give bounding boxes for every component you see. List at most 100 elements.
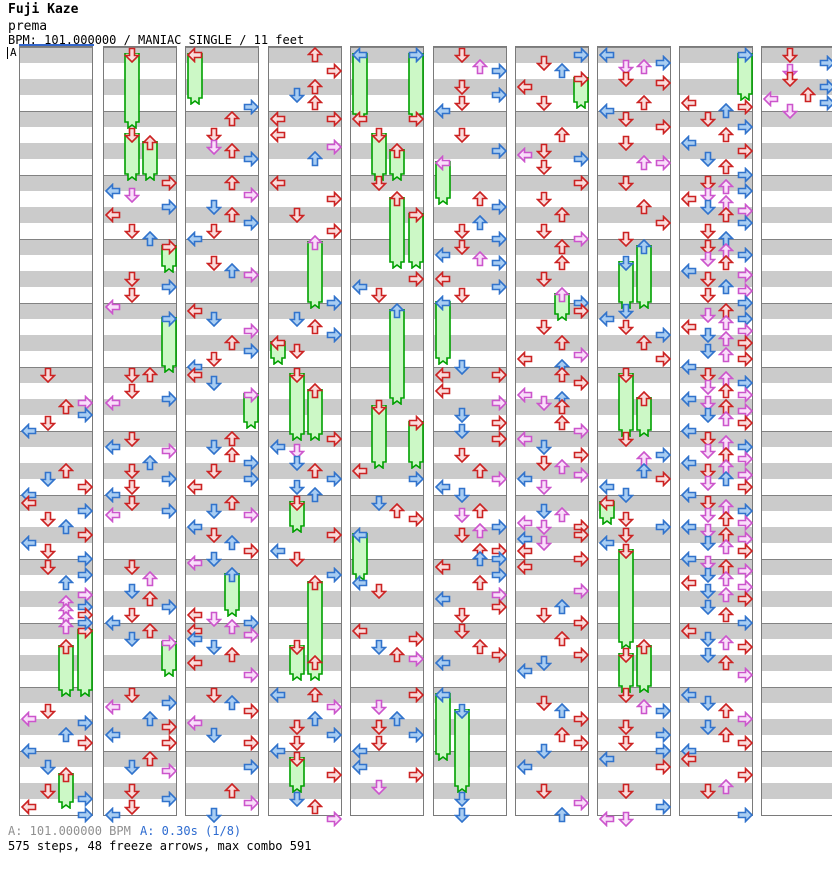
freeze-body-up [58, 772, 75, 813]
arrow-left-icon [270, 542, 286, 560]
arrow-up-icon [717, 178, 735, 195]
arrow-right-icon [491, 430, 507, 448]
arrow-down-icon [453, 807, 471, 824]
arrow-down-icon [699, 175, 717, 192]
arrow-right-icon [737, 710, 753, 728]
arrow-down-icon [617, 319, 635, 336]
arrow-right-icon [161, 174, 177, 192]
arrow-right-icon [737, 450, 753, 468]
arrow-right-icon [655, 214, 671, 232]
arrow-down-icon [123, 799, 141, 816]
song-artist: Fuji Kaze [8, 2, 79, 17]
arrow-left-icon [270, 438, 286, 456]
freeze-head-arrow-down-icon [370, 399, 388, 416]
freeze-head-arrow-down-icon [617, 647, 635, 664]
freeze-head-arrow-up-icon [223, 566, 241, 583]
arrow-up-icon [141, 366, 159, 383]
arrow-left-icon [21, 710, 37, 728]
arrow-down-icon [123, 223, 141, 240]
arrow-right-icon [243, 702, 259, 720]
arrow-right-icon [737, 214, 753, 232]
arrow-right-icon [491, 62, 507, 80]
arrow-right-icon [737, 294, 753, 312]
freeze-head-arrow-up-icon [388, 302, 406, 319]
arrow-down-icon [453, 487, 471, 504]
chart-info: BPM: 101.000000 / MANIAC SINGLE / 11 fee… [8, 33, 305, 47]
arrow-right-icon [737, 118, 753, 136]
arrow-down-icon [535, 319, 553, 336]
arrow-right-icon [408, 510, 424, 528]
arrow-right-icon [161, 470, 177, 488]
arrow-left-icon [681, 94, 697, 112]
arrow-up-icon [717, 606, 735, 623]
freeze-head-arrow-left-icon [352, 526, 368, 544]
arrow-right-icon [161, 390, 177, 408]
arrow-down-icon [370, 287, 388, 304]
arrow-down-icon [535, 55, 553, 72]
arrow-down-icon [205, 311, 223, 328]
arrow-up-icon [306, 710, 324, 727]
freeze-body-right [160, 316, 177, 377]
arrow-left-icon [352, 574, 368, 592]
arrow-right-icon [243, 626, 259, 644]
arrow-right-icon [408, 766, 424, 784]
arrow-right-icon [573, 150, 589, 168]
arrow-down-icon [453, 423, 471, 440]
arrow-down-icon [699, 367, 717, 384]
arrow-left-icon [435, 654, 451, 672]
arrow-down-icon [370, 779, 388, 796]
arrow-right-icon [737, 334, 753, 352]
arrow-right-icon [161, 734, 177, 752]
arrow-right-icon [161, 598, 177, 616]
arrow-down-icon [288, 735, 306, 752]
arrow-up-icon [57, 618, 75, 635]
freeze-body-down [288, 372, 305, 445]
arrow-left-icon [187, 478, 203, 496]
freeze-head-arrow-right-icon [161, 310, 177, 328]
arrow-right-icon [161, 790, 177, 808]
arrow-left-icon [681, 686, 697, 704]
freeze-body-up [389, 308, 406, 409]
freeze-head-arrow-down-icon [617, 543, 635, 560]
arrow-down-icon [288, 791, 306, 808]
arrow-right-icon [326, 726, 342, 744]
arrow-up-icon [717, 346, 735, 363]
arrow-down-icon [617, 527, 635, 544]
arrow-left-icon [187, 714, 203, 732]
arrow-left-icon [599, 102, 615, 120]
arrow-up-icon [223, 446, 241, 463]
arrow-up-icon [223, 782, 241, 799]
arrow-down-icon [123, 759, 141, 776]
arrow-left-icon [21, 742, 37, 760]
arrow-down-icon [535, 395, 553, 412]
arrow-right-icon [655, 798, 671, 816]
arrow-down-icon [617, 59, 635, 76]
arrow-down-icon [699, 187, 717, 204]
arrow-down-icon [123, 187, 141, 204]
arrow-down-icon [699, 431, 717, 448]
song-title: prema [8, 19, 48, 34]
arrow-up-icon [306, 798, 324, 815]
arrow-up-icon [717, 126, 735, 143]
arrow-right-icon [243, 98, 259, 116]
arrow-down-icon [205, 727, 223, 744]
arrow-up-icon [471, 550, 489, 567]
arrow-up-icon [306, 686, 324, 703]
arrow-up-icon [471, 190, 489, 207]
arrow-right-icon [737, 266, 753, 284]
arrow-right-icon [408, 270, 424, 288]
arrow-up-icon [141, 570, 159, 587]
arrow-down-icon [123, 287, 141, 304]
arrow-right-icon [77, 734, 93, 752]
arrow-down-icon [370, 495, 388, 512]
arrow-right-icon [326, 766, 342, 784]
arrow-up-icon [306, 78, 324, 95]
arrow-right-icon [491, 142, 507, 160]
arrow-up-icon [553, 126, 571, 143]
arrow-right-icon [737, 666, 753, 684]
arrow-right-icon [491, 550, 507, 568]
section-marker-label: A [7, 47, 17, 59]
arrow-right-icon [737, 638, 753, 656]
arrow-right-icon [408, 650, 424, 668]
arrow-right-icon [243, 322, 259, 340]
